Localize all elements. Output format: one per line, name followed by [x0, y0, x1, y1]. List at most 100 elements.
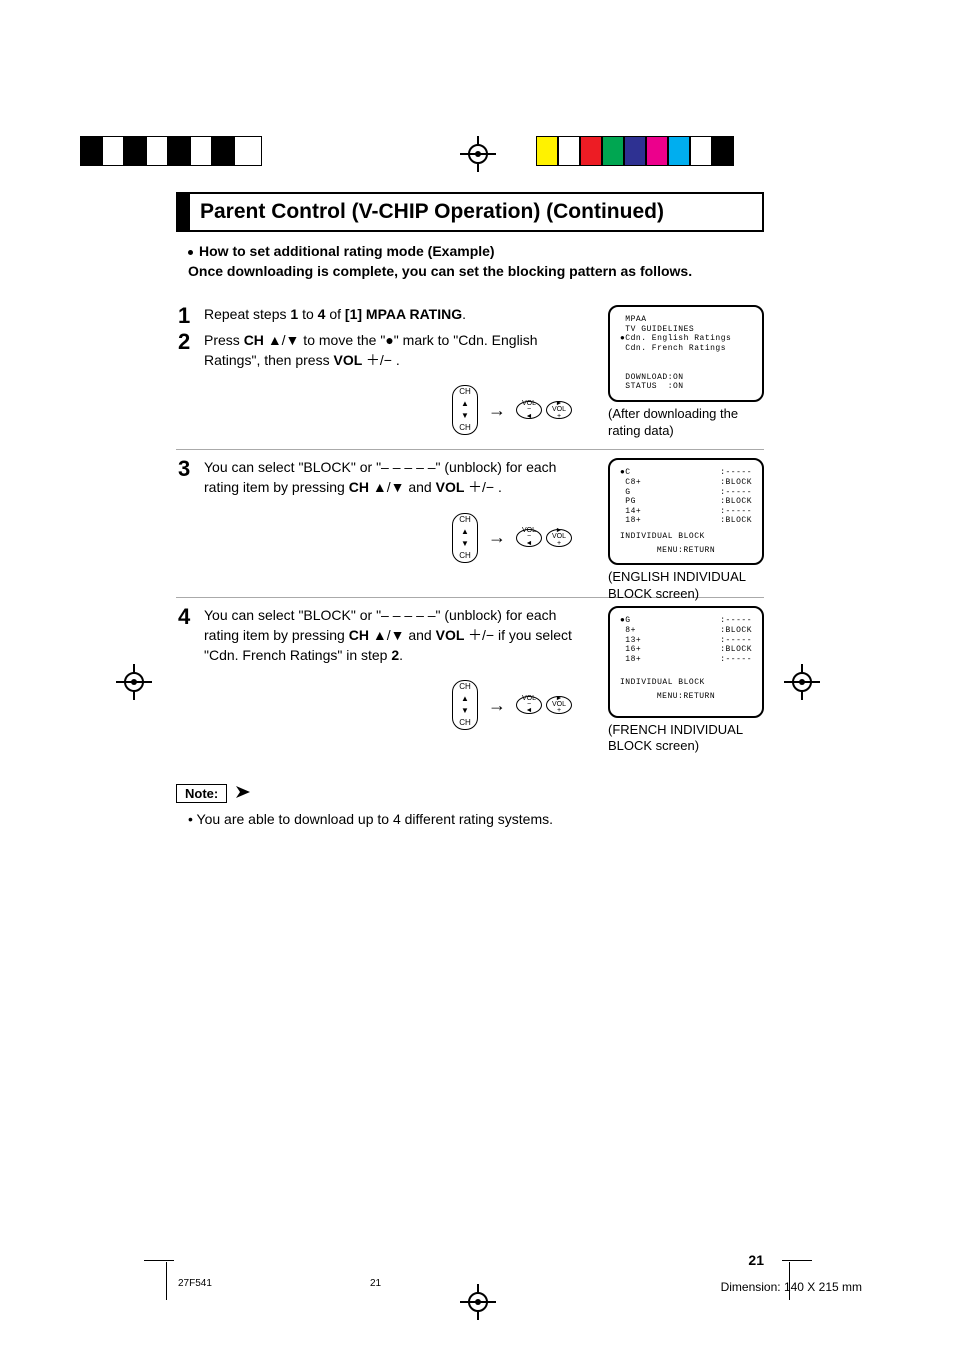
calibration-swatch	[536, 136, 558, 166]
arrow-right-icon: →	[488, 525, 506, 550]
note-text: • You are able to download up to 4 diffe…	[188, 811, 764, 827]
calibration-swatch	[146, 136, 168, 166]
text: .	[392, 352, 400, 368]
vol-minus-icon: VOL−◄	[516, 401, 542, 419]
subheading-line1: How to set additional rating mode (Examp…	[199, 243, 495, 259]
crop-mark	[782, 1260, 812, 1261]
remote-diagram: CH ▲ ▼ CH → VOL−◄ ►VOL+	[204, 675, 584, 730]
arrow-down-icon: ▼	[461, 412, 469, 420]
step-number: 2	[178, 331, 204, 435]
arrow-down-icon: ▼	[461, 707, 469, 715]
text-bold: VOL	[436, 627, 468, 643]
bullet-icon	[188, 250, 193, 255]
vol-plus-icon: ►VOL+	[546, 401, 572, 419]
tv-screen-box: MPAA TV GUIDELINES●Cdn. English Ratings …	[608, 305, 764, 402]
registration-crosshair	[460, 1284, 496, 1320]
screen-caption: (After downloading the rating data)	[608, 406, 764, 440]
subheading-line2: Once downloading is complete, you can se…	[188, 263, 692, 279]
text: ＋/−	[366, 352, 392, 368]
text: Repeat steps	[204, 306, 290, 322]
steps-list: 1 Repeat steps 1 to 4 of [1] MPAA RATING…	[176, 297, 764, 754]
text-bold: VOL	[436, 479, 468, 495]
text: .	[494, 479, 502, 495]
calibration-swatch	[668, 136, 690, 166]
tv-screen-box: ●G:----- 8+:BLOCK 13+:----- 16+:BLOCK 18…	[608, 606, 764, 717]
text-bold: 2	[391, 647, 399, 663]
step-group-1-2: 1 Repeat steps 1 to 4 of [1] MPAA RATING…	[176, 297, 764, 450]
label: CH	[459, 424, 471, 432]
text: ▲/▼	[373, 479, 405, 495]
ch-button-icon: CH ▲ ▼ CH	[452, 385, 478, 435]
step-number: 4	[178, 606, 204, 740]
text: and	[404, 479, 435, 495]
page-title: Parent Control (V-CHIP Operation) (Conti…	[176, 192, 764, 232]
text-bold: CH	[349, 627, 373, 643]
registration-crosshair	[116, 664, 152, 700]
calibration-swatch	[234, 136, 262, 166]
crop-mark	[166, 1262, 167, 1300]
text: ＋/−	[468, 479, 494, 495]
footer-page: 21	[370, 1278, 381, 1289]
arrow-right-icon: →	[488, 398, 506, 423]
calibration-swatch	[124, 136, 146, 166]
text-bold: CH	[349, 479, 373, 495]
text: to	[298, 306, 317, 322]
vol-minus-icon: VOL−◄	[516, 529, 542, 547]
text-bold: VOL	[333, 352, 365, 368]
remote-diagram: CH ▲ ▼ CH → VOL−◄ ►VOL+	[204, 380, 584, 435]
vol-plus-icon: ►VOL+	[546, 529, 572, 547]
arrow-up-icon: ▲	[461, 400, 469, 408]
label: CH	[459, 552, 471, 560]
arrow-right-icon: →	[488, 693, 506, 718]
dot-icon: ●	[385, 332, 393, 348]
arrow-up-icon: ▲	[461, 528, 469, 536]
tv-screen-english-block: ●C:----- C8+:BLOCK G:----- PG:BLOCK 14+:…	[608, 458, 764, 603]
vol-minus-icon: VOL−◄	[516, 696, 542, 714]
calibration-swatch	[646, 136, 668, 166]
label: CH	[459, 388, 471, 396]
calibration-swatch	[624, 136, 646, 166]
text: .	[399, 647, 403, 663]
vol-plus-icon: ►VOL+	[546, 696, 572, 714]
calibration-swatch	[690, 136, 712, 166]
registration-crosshair	[460, 136, 496, 172]
registration-crosshair	[784, 664, 820, 700]
step-4: 4 You can select "BLOCK" or "– – – – –" …	[176, 598, 764, 754]
page-content: Parent Control (V-CHIP Operation) (Conti…	[176, 192, 764, 827]
remote-diagram: CH ▲ ▼ CH → VOL−◄ ►VOL+	[204, 508, 584, 563]
screen-caption: (FRENCH INDIVIDUAL BLOCK screen)	[608, 722, 764, 756]
step-3: 3 You can select "BLOCK" or "– – – – –" …	[176, 450, 764, 598]
note-label: Note:	[185, 786, 218, 801]
tv-screen-rating-menu: MPAA TV GUIDELINES●Cdn. English Ratings …	[608, 305, 764, 440]
crop-mark	[789, 1262, 790, 1300]
text: .	[462, 306, 466, 322]
calibration-swatch	[80, 136, 102, 166]
calibration-swatch	[580, 136, 602, 166]
calibration-swatch	[558, 136, 580, 166]
subheading: How to set additional rating mode (Examp…	[188, 242, 764, 281]
text: ＋/−	[468, 627, 494, 643]
tv-screen-box: ●C:----- C8+:BLOCK G:----- PG:BLOCK 14+:…	[608, 458, 764, 565]
text-bold: CH	[244, 332, 268, 348]
ch-button-icon: CH ▲ ▼ CH	[452, 680, 478, 730]
step-number: 1	[178, 305, 204, 327]
crop-mark	[144, 1260, 174, 1261]
calibration-swatch	[168, 136, 190, 166]
note-arrow-icon	[236, 785, 254, 803]
label: CH	[459, 516, 471, 524]
calibration-swatch	[190, 136, 212, 166]
footer-model: 27F541	[178, 1278, 212, 1289]
text: of	[325, 306, 344, 322]
text: and	[404, 627, 435, 643]
arrow-up-icon: ▲	[461, 695, 469, 703]
footer-dimension: Dimension: 140 X 215 mm	[721, 1280, 862, 1294]
arrow-down-icon: ▼	[461, 540, 469, 548]
calibration-swatch	[212, 136, 234, 166]
label: CH	[459, 683, 471, 691]
calibration-swatch	[712, 136, 734, 166]
tv-screen-french-block: ●G:----- 8+:BLOCK 13+:----- 16+:BLOCK 18…	[608, 606, 764, 755]
text: ▲/▼	[268, 332, 300, 348]
ch-button-icon: CH ▲ ▼ CH	[452, 513, 478, 563]
page-number: 21	[748, 1252, 764, 1268]
note-section: Note: • You are able to download up to 4…	[176, 754, 764, 827]
